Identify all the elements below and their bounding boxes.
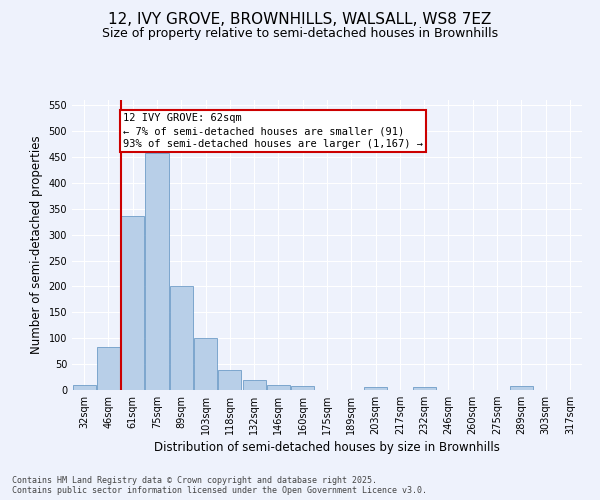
Y-axis label: Number of semi-detached properties: Number of semi-detached properties	[30, 136, 43, 354]
Bar	[194, 338, 217, 390]
Bar	[291, 386, 314, 390]
Bar	[413, 388, 436, 390]
Bar	[267, 385, 290, 390]
Bar	[97, 347, 120, 390]
Text: Distribution of semi-detached houses by size in Brownhills: Distribution of semi-detached houses by …	[154, 441, 500, 454]
Bar	[121, 216, 144, 390]
Bar	[73, 385, 95, 390]
Text: 12, IVY GROVE, BROWNHILLS, WALSALL, WS8 7EZ: 12, IVY GROVE, BROWNHILLS, WALSALL, WS8 …	[109, 12, 491, 28]
Text: Contains HM Land Registry data © Crown copyright and database right 2025.
Contai: Contains HM Land Registry data © Crown c…	[12, 476, 427, 495]
Bar	[170, 286, 193, 390]
Bar	[510, 386, 533, 390]
Bar	[242, 380, 266, 390]
Bar	[145, 153, 169, 390]
Bar	[218, 370, 241, 390]
Text: Size of property relative to semi-detached houses in Brownhills: Size of property relative to semi-detach…	[102, 28, 498, 40]
Text: 12 IVY GROVE: 62sqm
← 7% of semi-detached houses are smaller (91)
93% of semi-de: 12 IVY GROVE: 62sqm ← 7% of semi-detache…	[123, 113, 423, 150]
Bar	[364, 388, 387, 390]
